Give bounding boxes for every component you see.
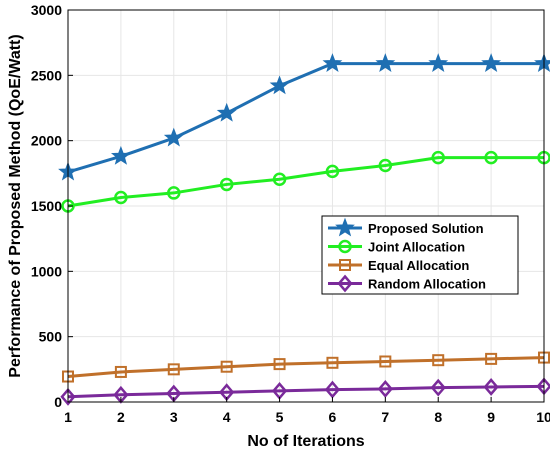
legend-label: Joint Allocation	[368, 240, 465, 255]
data-point	[163, 127, 184, 147]
x-tick-label: 4	[223, 409, 231, 425]
y-tick-label: 500	[39, 329, 63, 345]
data-point	[272, 172, 287, 186]
legend-label: Proposed Solution	[368, 221, 484, 236]
x-axis-title: No of Iterations	[247, 433, 364, 450]
x-tick-label: 5	[276, 409, 284, 425]
y-axis-title: Performance of Proposed Method (QoE/Watt…	[7, 34, 24, 377]
legend-marker	[337, 274, 353, 293]
x-tick-label: 2	[117, 409, 125, 425]
series-4	[60, 377, 550, 406]
data-point	[322, 53, 343, 72]
series-2	[61, 150, 550, 213]
legend-marker	[335, 217, 355, 237]
data-point	[430, 378, 446, 397]
tick-labels: 1 2 3 4 5 6 7 8 9 10 0 500 1000 1500 2000 2500 3000	[31, 2, 550, 425]
series-3	[62, 351, 550, 383]
y-tick-label: 0	[54, 394, 62, 410]
data-point	[377, 380, 393, 398]
y-tick-label: 2500	[31, 67, 62, 83]
data-point	[273, 358, 286, 371]
data-point	[60, 387, 76, 406]
series-line	[67, 62, 544, 174]
legend: Proposed Solution Joint Allocation Equal A…	[321, 215, 519, 295]
x-tick-label: 9	[487, 409, 495, 425]
data-point	[110, 145, 131, 165]
x-tick-label: 1	[64, 409, 72, 425]
series-line	[67, 356, 545, 379]
data-point	[483, 378, 499, 396]
y-tick-label: 2000	[31, 133, 62, 149]
data-point	[432, 354, 445, 367]
y-tick-label: 1000	[31, 263, 62, 279]
data-point	[167, 186, 181, 200]
x-tick-label: 8	[434, 409, 442, 425]
axes	[67, 9, 545, 403]
data-point	[534, 53, 550, 72]
data-point	[379, 355, 392, 368]
data-point	[324, 380, 341, 399]
y-tick-label: 1500	[31, 198, 62, 214]
x-tick-label: 10	[536, 409, 550, 425]
data-point	[326, 356, 339, 369]
series-line	[67, 156, 544, 208]
data-point	[114, 365, 127, 378]
data-point	[325, 164, 340, 179]
data-point	[269, 75, 290, 95]
data-point	[114, 190, 128, 205]
data-point	[220, 360, 233, 373]
data-point	[485, 352, 498, 365]
legend-marker	[338, 239, 352, 254]
data-point	[219, 177, 234, 192]
legend-marker	[339, 259, 351, 271]
data-point	[481, 53, 502, 72]
data-point	[216, 102, 237, 122]
data-point	[484, 150, 498, 165]
x-tick-label: 3	[170, 409, 178, 425]
data-point	[375, 53, 396, 72]
legend-label: Equal Allocation	[368, 258, 469, 273]
x-tick-label: 7	[381, 409, 389, 425]
data-point	[378, 158, 393, 173]
data-point	[428, 53, 449, 72]
series-layer	[58, 53, 550, 406]
legend-label: Random Allocation	[368, 277, 486, 292]
data-point	[431, 150, 445, 165]
data-point	[167, 363, 180, 376]
y-tick-label: 3000	[31, 2, 62, 18]
series-1	[58, 53, 550, 181]
x-tick-label: 6	[329, 409, 337, 425]
grid	[67, 9, 545, 403]
series-line	[67, 384, 545, 399]
